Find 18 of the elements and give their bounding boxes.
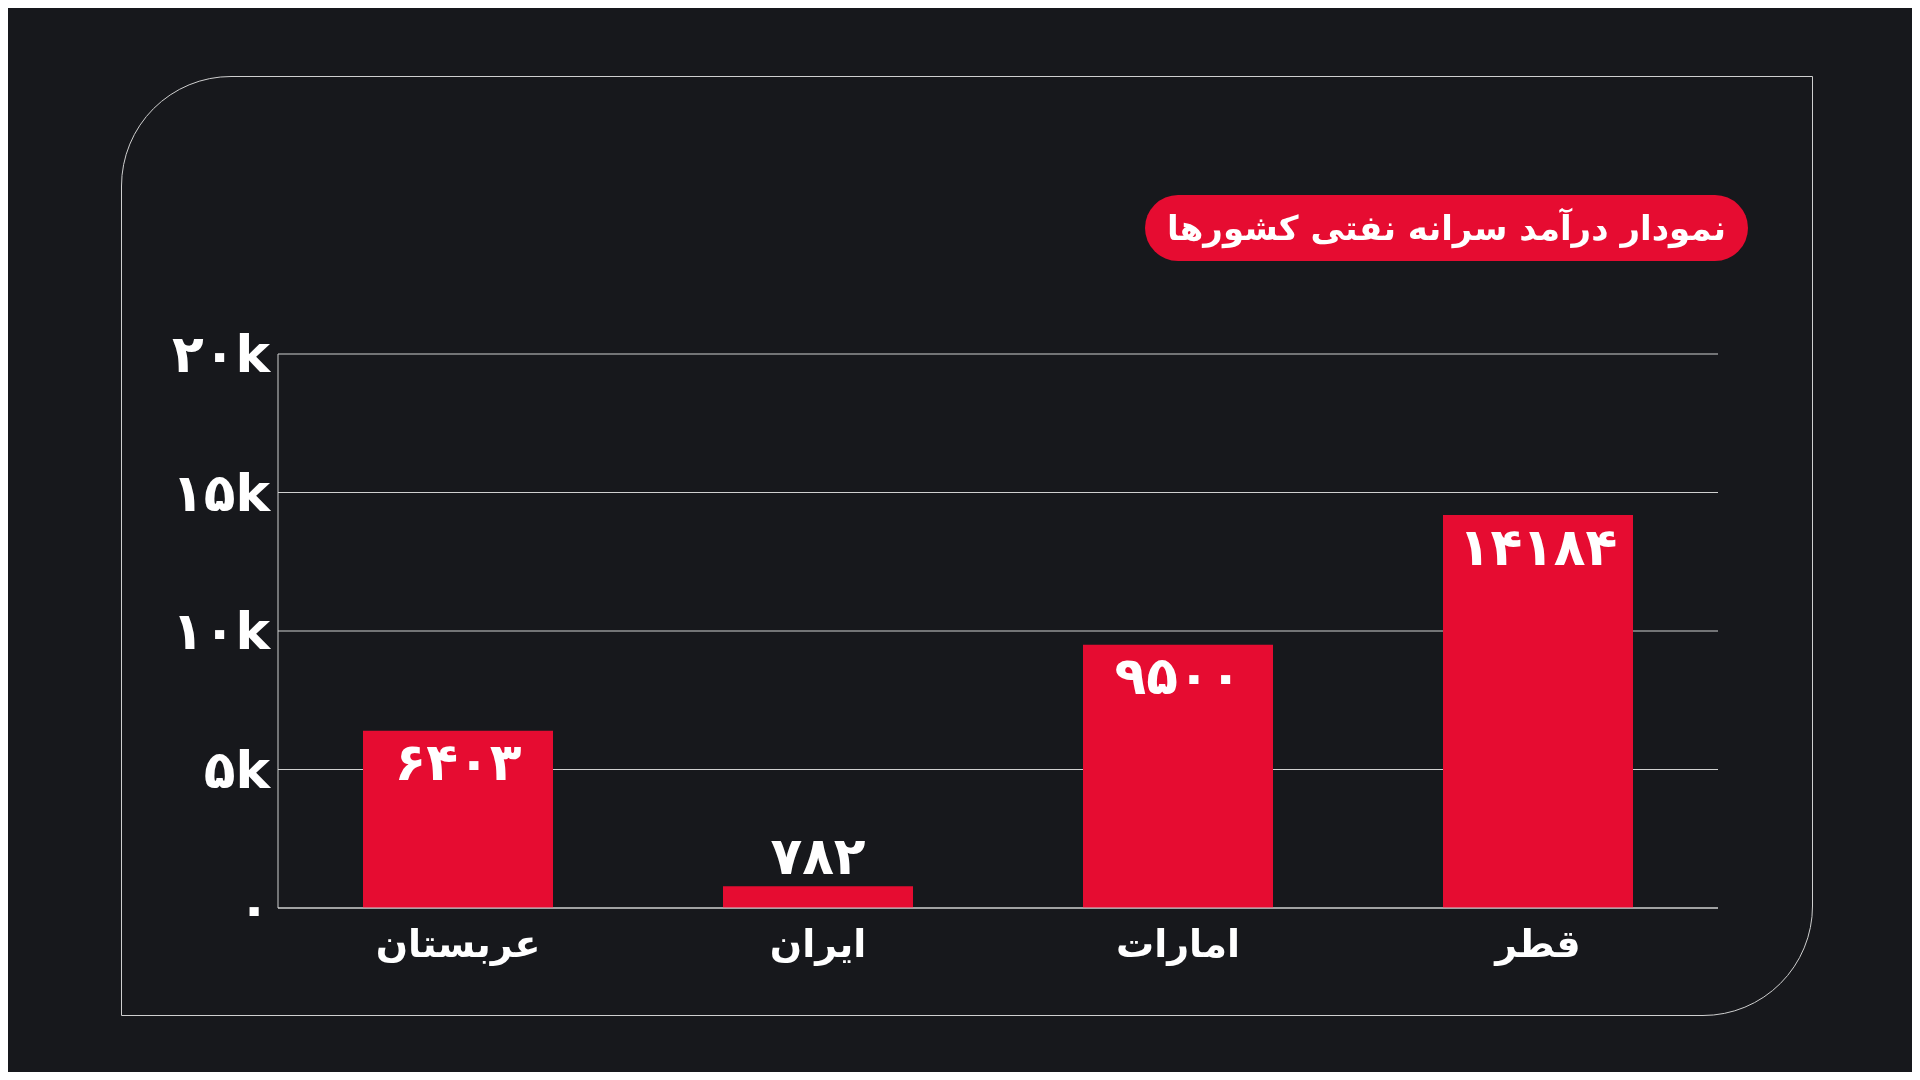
x-tick-label: قطر	[1493, 921, 1581, 966]
data-label: ۶۴۰۳	[394, 732, 522, 793]
bar	[1083, 644, 1273, 908]
chart-title: نمودار درآمد سرانه نفتی کشورها	[1144, 195, 1748, 261]
bar	[1443, 515, 1633, 908]
bar	[723, 886, 913, 908]
y-tick-label: ۱۰k	[171, 601, 272, 662]
data-label: ۹۵۰۰	[1114, 646, 1242, 707]
data-label: ۱۴۱۸۴	[1458, 516, 1618, 577]
x-tick-label: ایران	[769, 921, 867, 966]
y-tick-label: ۱۵k	[171, 462, 272, 523]
y-tick-label: ۰	[238, 878, 270, 939]
y-tick-label: ۲۰k	[171, 324, 272, 385]
bar	[363, 730, 553, 908]
data-label: ۷۸۲	[770, 826, 866, 887]
x-tick-label: امارات	[1116, 921, 1240, 966]
y-tick-label: ۵k	[203, 739, 272, 800]
x-tick-label: عربستان	[375, 921, 541, 966]
